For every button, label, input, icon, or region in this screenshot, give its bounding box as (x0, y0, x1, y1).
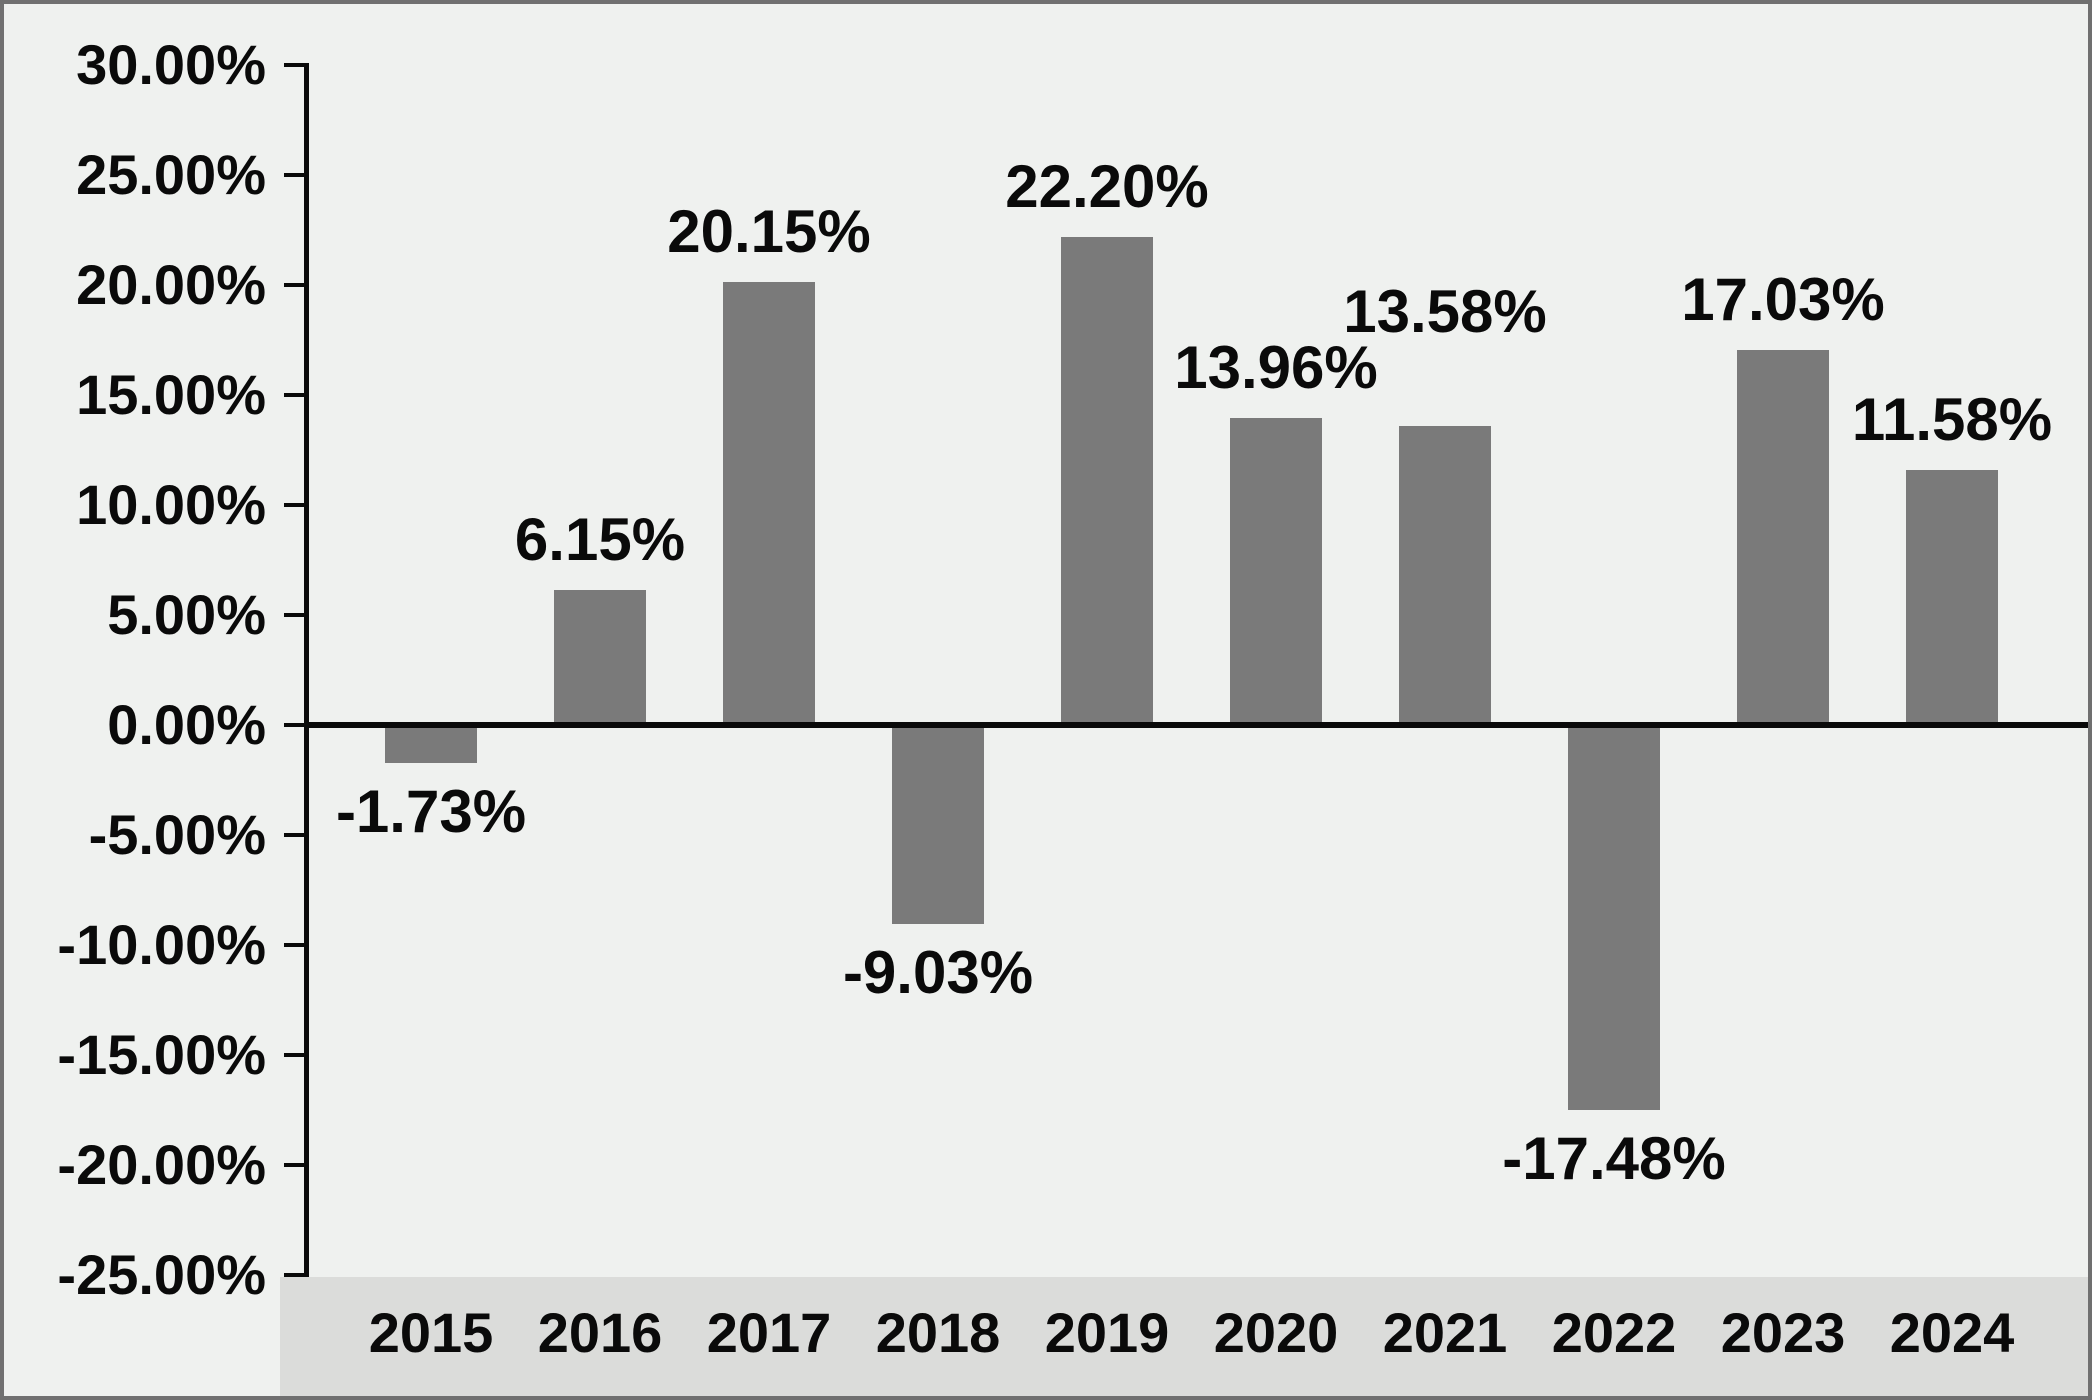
bar-value-label-2023: 17.03% (1681, 266, 1885, 334)
bar-2018 (892, 725, 984, 924)
y-tick-label: -20.00% (57, 1133, 266, 1196)
bar-2023 (1737, 350, 1829, 725)
bar-2015 (385, 725, 477, 764)
bar-value-label-2024: 11.58% (1851, 386, 2053, 454)
y-tick (284, 393, 305, 397)
x-axis-label-2017: 2017 (706, 1301, 832, 1364)
y-tick-label: -10.00% (57, 913, 266, 976)
y-tick (284, 943, 305, 947)
x-axis-label-2021: 2021 (1382, 1301, 1508, 1364)
bar-2022 (1568, 725, 1660, 1110)
bar-value-label-2017: 20.15% (667, 197, 871, 265)
y-tick-label: 10.00% (76, 473, 266, 536)
bar-2020 (1230, 417, 1322, 725)
y-tick-label: 30.00% (76, 33, 266, 96)
y-tick (284, 613, 305, 617)
y-tick-label: 0.00% (107, 693, 266, 756)
bar-value-label-2015: -1.73% (335, 778, 527, 846)
x-axis-label-2022: 2022 (1551, 1301, 1677, 1364)
bar-value-label-2019: 22.20% (1005, 152, 1209, 220)
zero-baseline (306, 722, 2088, 728)
x-axis-label-2023: 2023 (1720, 1301, 1846, 1364)
bar-2024 (1906, 470, 1998, 725)
bar-value-label-2018: -9.03% (842, 938, 1034, 1006)
bar-value-label-2021: 13.58% (1343, 278, 1547, 346)
y-tick (284, 1053, 305, 1057)
bar-value-label-2020: 13.96% (1174, 333, 1378, 401)
y-tick (284, 833, 305, 837)
y-tick-label: -25.00% (57, 1243, 266, 1306)
y-tick-label: -5.00% (88, 803, 266, 866)
bar-value-label-2016: 6.15% (514, 505, 686, 573)
y-tick (284, 63, 305, 67)
y-tick-label: -15.00% (57, 1023, 266, 1086)
x-axis-label-2020: 2020 (1213, 1301, 1339, 1364)
bar-2021 (1399, 426, 1491, 725)
bar-2017 (723, 281, 815, 725)
y-tick (284, 173, 305, 177)
y-tick (284, 723, 305, 727)
bar-2016 (554, 589, 646, 725)
y-tick (284, 1163, 305, 1167)
y-tick-label: 20.00% (76, 253, 266, 316)
bar-value-label-2022: -17.48% (1502, 1124, 1726, 1192)
x-axis-label-2016: 2016 (537, 1301, 663, 1364)
x-axis-label-2019: 2019 (1044, 1301, 1170, 1364)
y-tick-label: 15.00% (76, 363, 266, 426)
y-axis-line (304, 63, 309, 1277)
y-tick (284, 283, 305, 287)
y-tick-label: 25.00% (76, 143, 266, 206)
x-axis-label-2024: 2024 (1889, 1301, 2015, 1364)
y-tick (284, 1273, 305, 1277)
y-tick (284, 503, 305, 507)
y-tick-label: 5.00% (107, 583, 266, 646)
x-axis-band (280, 1277, 2092, 1400)
x-axis-label-2015: 2015 (368, 1301, 494, 1364)
bar-2019 (1061, 236, 1153, 725)
x-axis-label-2018: 2018 (875, 1301, 1001, 1364)
